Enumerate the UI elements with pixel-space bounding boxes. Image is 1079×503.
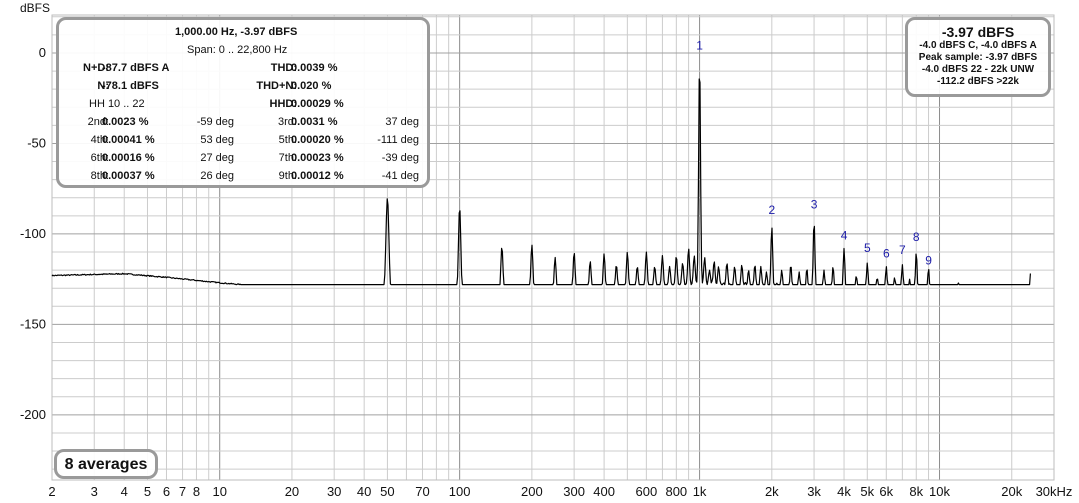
peak-sample-readout: Peak sample: -3.97 dBFS — [918, 52, 1038, 63]
x-tick-label: 10 — [212, 484, 226, 499]
level-weighted-readout: -4.0 dBFS C, -4.0 dBFS A — [919, 40, 1037, 51]
x-tick-label: 30 — [327, 484, 341, 499]
frequency-readout: 1,000.00 Hz, -3.97 dBFS — [175, 26, 298, 38]
x-tick-label: 3k — [807, 484, 821, 499]
harmonic-value: 0.0031 % — [291, 116, 338, 128]
harmonic-marker-9: 9 — [925, 254, 932, 268]
x-tick-label: 4 — [121, 484, 128, 499]
n-value: -78.1 dBFS — [102, 80, 159, 92]
harmonic-value: 0.00016 % — [102, 152, 155, 164]
harmonic-label: 7th: — [278, 152, 297, 164]
harmonic-label: 9th: — [278, 170, 297, 182]
nd-label: N+D: — [83, 62, 109, 74]
n-label: N: — [97, 80, 109, 92]
x-tick-label: 5k — [860, 484, 874, 499]
distortion-info-box[interactable]: 1,000.00 Hz, -3.97 dBFS Span: 0 .. 22,80… — [56, 17, 430, 188]
harmonic-label: 3rd: — [278, 116, 297, 128]
harmonic-phase: 27 deg — [200, 152, 234, 164]
x-tick-label: 100 — [449, 484, 471, 499]
x-tick-label: 1k — [693, 484, 707, 499]
x-tick-label: 5 — [144, 484, 151, 499]
x-tick-label: 6k — [879, 484, 893, 499]
span-readout: Span: 0 .. 22,800 Hz — [187, 44, 288, 56]
thdn-value: 0.020 % — [291, 80, 332, 92]
above-22k-readout: -112.2 dBFS >22k — [937, 76, 1019, 87]
plot-frame — [51, 14, 1055, 481]
harmonic-value: 0.00037 % — [102, 170, 155, 182]
harmonic-marker-4: 4 — [841, 228, 848, 242]
harmonic-markers: 1 2 3 4 5 6 789 — [696, 38, 932, 267]
harmonic-marker-8: 8 — [913, 230, 920, 244]
harmonic-value: 0.00012 % — [291, 170, 344, 182]
x-tick-label: 400 — [593, 484, 615, 499]
harmonic-phase: -59 deg — [196, 116, 234, 128]
hh-range-label: HH 10 .. 22 — [89, 98, 145, 110]
spectrum-trace — [51, 78, 1031, 286]
x-tick-label: 50 — [380, 484, 394, 499]
x-tick-label: 4k — [837, 484, 851, 499]
x-tick-label: 30kHz — [1036, 484, 1073, 499]
harmonic-value: 0.0023 % — [102, 116, 149, 128]
level-readout-box[interactable]: -3.97 dBFS -4.0 dBFS C, -4.0 dBFS A Peak… — [905, 17, 1051, 97]
harmonic-value: 0.00020 % — [291, 134, 344, 146]
harmonic-phase: -39 deg — [381, 152, 419, 164]
nd-value: -87.7 dBFS A — [102, 62, 170, 74]
x-tick-label: 800 — [665, 484, 687, 499]
harmonic-phase: 26 deg — [200, 170, 234, 182]
harmonic-label: 5th: — [278, 134, 297, 146]
thd-label: THD: — [270, 62, 297, 74]
y-tick-label: -100 — [20, 226, 46, 241]
harmonic-marker-1: 1 — [696, 38, 703, 52]
y-axis-unit-label: dBFS — [20, 1, 51, 15]
harmonic-marker-2: 2 — [768, 203, 775, 217]
harmonic-marker-3: 3 — [811, 198, 818, 212]
harmonic-phase: 37 deg — [385, 116, 419, 128]
harmonic-label: 2nd: — [87, 116, 109, 128]
x-tick-label: 40 — [357, 484, 371, 499]
x-tick-label: 8 — [193, 484, 200, 499]
harmonic-value: 0.00041 % — [102, 134, 155, 146]
harmonic-phase: 53 deg — [200, 134, 234, 146]
harmonic-phase: -111 deg — [377, 134, 419, 146]
x-tick-label: 600 — [636, 484, 658, 499]
harmonic-label: 6th: — [90, 152, 109, 164]
y-tick-label: -150 — [20, 316, 46, 331]
x-tick-label: 200 — [521, 484, 543, 499]
harmonic-label: 8th: — [90, 170, 109, 182]
hhd-value: 0.00029 % — [291, 98, 344, 110]
y-tick-label: -200 — [20, 407, 46, 422]
harmonic-value: 0.00023 % — [291, 152, 344, 164]
harmonic-marker-7: 7 — [899, 243, 906, 257]
y-tick-label: -50 — [27, 135, 46, 150]
harmonic-phase: -41 deg — [381, 170, 419, 182]
x-tick-label: 3 — [91, 484, 98, 499]
unweighted-readout: -4.0 dBFS 22 - 22k UNW — [921, 64, 1035, 75]
harmonic-label: 4th: — [90, 134, 109, 146]
x-tick-label: 20k — [1001, 484, 1022, 499]
thdn-label: THD+N: — [256, 80, 297, 92]
averages-badge[interactable]: 8 averages — [54, 449, 158, 479]
x-tick-label: 8k — [909, 484, 923, 499]
x-tick-label: 2 — [48, 484, 55, 499]
x-tick-label: 6 — [163, 484, 170, 499]
x-tick-label: 10k — [929, 484, 950, 499]
y-tick-labels: 0 -50 -100 -150 -200 — [20, 45, 46, 422]
thd-value: 0.0039 % — [291, 62, 338, 74]
hhd-label: HHD: — [269, 98, 298, 110]
y-tick-label: 0 — [39, 45, 46, 60]
x-tick-labels: 2 3 4 5 6 7 8 10 20 30 40 50 70 100 200 300 400 600 800 1k 2… — [48, 484, 1072, 499]
x-tick-label: 2k — [765, 484, 779, 499]
harmonic-marker-6: 6 — [883, 246, 890, 260]
x-tick-label: 7 — [179, 484, 186, 499]
harmonic-marker-5: 5 — [864, 241, 871, 255]
x-tick-label: 20 — [285, 484, 299, 499]
x-tick-label: 70 — [415, 484, 429, 499]
x-tick-label: 300 — [563, 484, 585, 499]
level-main-readout: -3.97 dBFS — [941, 24, 1015, 40]
